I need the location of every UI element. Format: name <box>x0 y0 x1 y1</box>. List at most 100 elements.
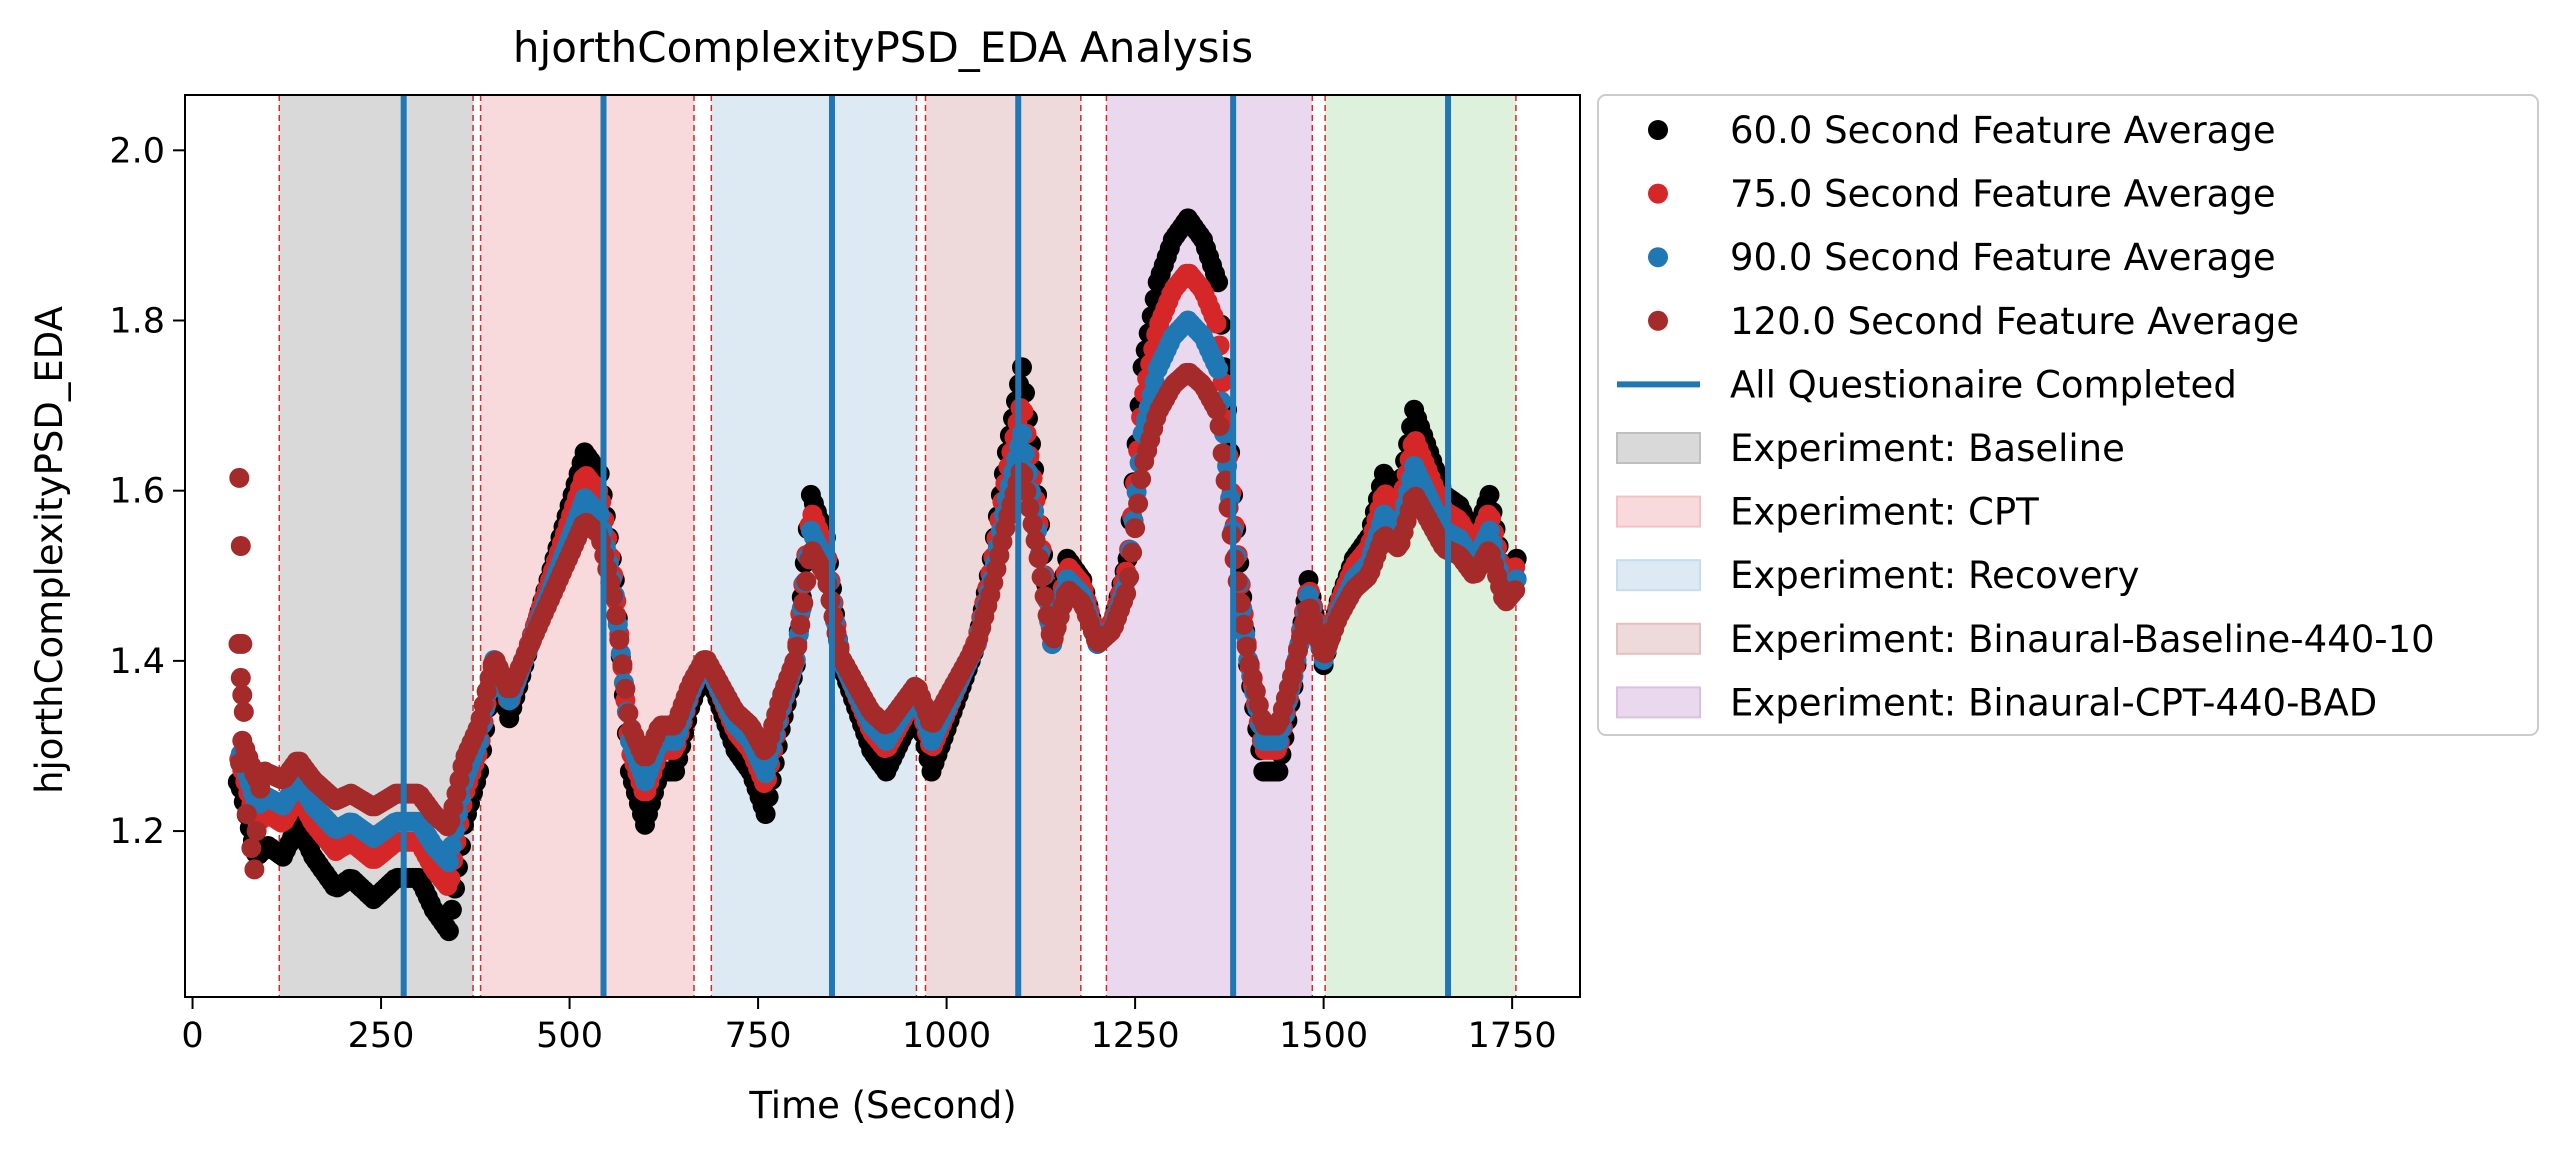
x-tick-label: 500 <box>536 1016 603 1056</box>
data-point <box>1012 423 1032 444</box>
legend-marker <box>1648 310 1668 331</box>
phase-band-1 <box>480 95 694 997</box>
legend-frame <box>1597 94 2539 736</box>
data-point <box>236 804 257 824</box>
data-point <box>230 536 251 556</box>
data-point <box>241 838 262 859</box>
data-point <box>1128 493 1149 514</box>
data-point <box>232 633 253 654</box>
data-point <box>1233 614 1254 635</box>
x-tick-label: 0 <box>181 1016 203 1056</box>
series-3 <box>228 362 1526 880</box>
legend-label: Experiment: Binaural-Baseline-440-10 <box>1730 618 2435 661</box>
x-tick-label: 750 <box>725 1016 792 1056</box>
data-point <box>1131 469 1152 490</box>
data-point <box>1206 399 1227 420</box>
data-point <box>796 571 817 592</box>
data-point <box>441 899 462 920</box>
data-point <box>618 703 639 724</box>
legend-item: Experiment: Recovery <box>1616 554 2140 597</box>
data-point <box>1206 313 1227 334</box>
legend-label: 120.0 Second Feature Average <box>1730 300 2299 343</box>
x-tick-label: 1250 <box>1091 1016 1180 1056</box>
data-point <box>1505 580 1526 601</box>
legend-item: 60.0 Second Feature Average <box>1648 109 2276 152</box>
data-point <box>615 678 636 699</box>
data-point <box>1022 514 1043 534</box>
legend-patch <box>1616 495 1701 528</box>
data-point <box>1268 761 1289 782</box>
data-point <box>787 636 808 657</box>
data-point <box>233 701 254 722</box>
x-tick-label: 250 <box>348 1016 415 1056</box>
legend-item: Experiment: Binaural-CPT-440-BAD <box>1616 681 2377 724</box>
x-tick-label: 1750 <box>1468 1016 1557 1056</box>
data-point <box>232 684 253 705</box>
x-tick-label: 1500 <box>1279 1016 1368 1056</box>
legend-marker <box>1648 120 1668 140</box>
x-tick-label: 1000 <box>902 1016 991 1056</box>
legend-label: 75.0 Second Feature Average <box>1730 173 2276 216</box>
data-point <box>1479 484 1500 505</box>
legend-item: All Questionaire Completed <box>1617 363 2237 406</box>
data-point <box>230 753 250 773</box>
data-point <box>1025 530 1046 551</box>
data-point <box>1212 443 1233 464</box>
y-tick-label: 2.0 <box>109 131 165 171</box>
legend-label: Experiment: Recovery <box>1730 554 2140 597</box>
legend-marker <box>1648 247 1668 268</box>
data-point <box>438 852 459 873</box>
legend-item: Experiment: CPT <box>1616 491 2039 534</box>
legend-label: Experiment: CPT <box>1730 491 2039 534</box>
data-point <box>1028 548 1049 569</box>
legend-item: Experiment: Baseline <box>1616 427 2125 470</box>
y-axis-label: hjorthComplexityPSD_EDA <box>28 306 71 794</box>
data-point <box>1208 359 1229 379</box>
data-point <box>1016 481 1037 502</box>
legend-item: 90.0 Second Feature Average <box>1648 236 2276 279</box>
legend-patch <box>1616 686 1701 719</box>
data-point <box>230 667 251 688</box>
data-point <box>440 868 461 889</box>
data-point <box>229 467 250 488</box>
data-point <box>1012 357 1032 378</box>
data-point <box>1119 567 1140 588</box>
data-point <box>246 821 267 842</box>
legend-label: 60.0 Second Feature Average <box>1730 109 2276 152</box>
y-tick-label: 1.4 <box>109 642 165 682</box>
questionnaire-lines <box>400 95 1452 997</box>
y-axis-ticks: 1.2 1.4 1.6 1.8 2.0 <box>109 131 185 852</box>
data-point <box>1031 567 1052 588</box>
data-point <box>1122 542 1143 563</box>
legend-label: 90.0 Second Feature Average <box>1730 236 2276 279</box>
data-point <box>793 593 814 613</box>
chart-title: hjorthComplexityPSD_EDA Analysis <box>513 23 1253 72</box>
data-point <box>1208 272 1229 293</box>
data-point <box>612 654 633 675</box>
legend-label: All Questionaire Completed <box>1730 363 2237 406</box>
data-point <box>1236 636 1257 657</box>
data-point <box>606 605 627 626</box>
x-axis-label: Time (Second) <box>748 1084 1016 1127</box>
legend-patch <box>1616 622 1701 655</box>
data-point <box>1116 583 1137 604</box>
data-point <box>609 629 630 650</box>
legend-patch <box>1616 432 1701 464</box>
y-tick-label: 1.2 <box>109 812 165 852</box>
data-point <box>784 651 805 672</box>
legend-patch <box>1616 559 1701 592</box>
data-points <box>227 208 1527 942</box>
data-point <box>441 836 462 856</box>
legend-item: 75.0 Second Feature Average <box>1648 173 2276 216</box>
data-point <box>250 778 271 799</box>
legend-label: Experiment: Baseline <box>1730 427 2125 470</box>
data-point <box>244 859 265 880</box>
legend-item: Experiment: Binaural-Baseline-440-10 <box>1616 618 2435 661</box>
data-point <box>1209 416 1230 436</box>
legend-item: 120.0 Second Feature Average <box>1648 300 2299 343</box>
data-point <box>254 761 275 782</box>
legend: 60.0 Second Feature Average 75.0 Second F… <box>1597 94 2539 736</box>
data-point <box>1034 586 1055 607</box>
legend-marker <box>1648 183 1668 204</box>
